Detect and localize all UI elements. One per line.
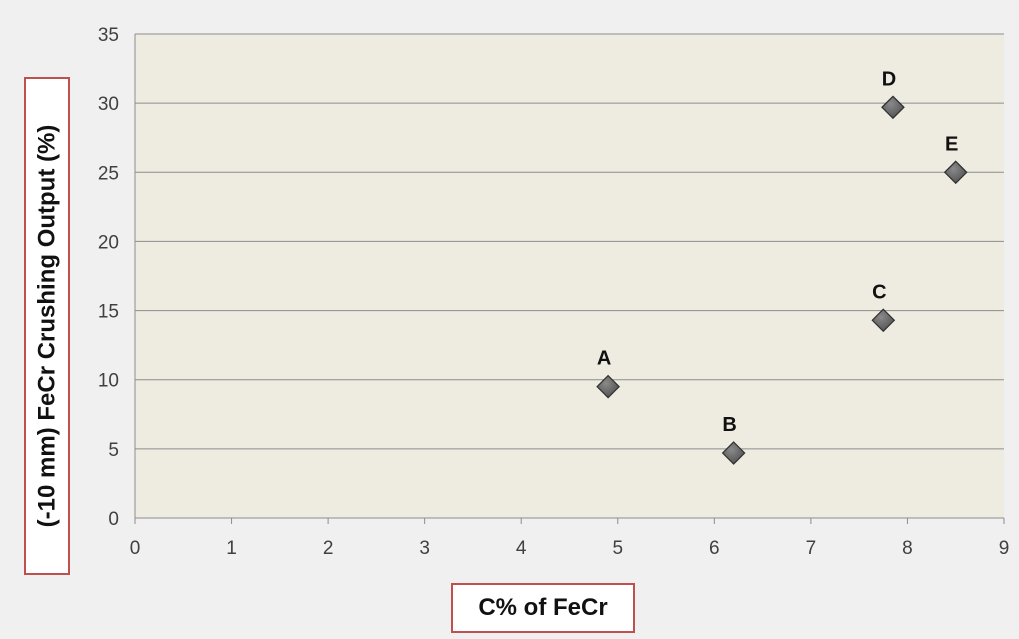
x-tick-label: 4 bbox=[516, 538, 527, 559]
axes bbox=[134, 34, 1005, 524]
point-label-c: C bbox=[872, 281, 886, 303]
data-points bbox=[596, 95, 968, 465]
x-tick-label: 7 bbox=[806, 538, 817, 559]
x-tick-label: 0 bbox=[130, 538, 141, 559]
x-tick-label: 1 bbox=[226, 538, 237, 559]
x-tick-label: 5 bbox=[612, 538, 623, 559]
y-tick-label: 15 bbox=[98, 302, 119, 323]
y-tick-labels: 0 5 10 15 20 25 30 35 bbox=[98, 25, 119, 530]
y-tick-label: 10 bbox=[98, 371, 119, 392]
plot-area bbox=[135, 34, 1004, 518]
x-axis-title: C% of FeCr bbox=[478, 594, 608, 621]
x-tick-label: 9 bbox=[999, 538, 1010, 559]
x-tick-label: 6 bbox=[709, 538, 720, 559]
data-point-a bbox=[596, 374, 620, 399]
data-point-e bbox=[943, 160, 968, 185]
point-label-d: D bbox=[882, 68, 896, 90]
x-axis-title-box: C% of FeCr bbox=[451, 583, 635, 633]
point-label-a: A bbox=[597, 348, 611, 370]
y-tick-label: 35 bbox=[98, 25, 119, 46]
point-labels: A B C D E bbox=[597, 68, 958, 436]
point-label-e: E bbox=[945, 133, 958, 155]
x-tick-label: 3 bbox=[419, 538, 430, 559]
data-point-d bbox=[881, 95, 905, 120]
y-axis-title-box: (-10 mm) FeCr Crushing Output (%) bbox=[24, 77, 70, 575]
y-tick-label: 0 bbox=[108, 509, 119, 530]
y-tick-label: 30 bbox=[98, 94, 119, 115]
y-tick-label: 25 bbox=[98, 163, 119, 184]
y-axis-title: (-10 mm) FeCr Crushing Output (%) bbox=[33, 124, 60, 528]
grid-lines bbox=[135, 33, 1004, 450]
data-point-c bbox=[871, 308, 896, 333]
x-tick-labels: 0 1 2 3 4 5 6 7 8 9 bbox=[130, 538, 1010, 559]
x-tick-label: 2 bbox=[323, 538, 334, 559]
y-tick-label: 5 bbox=[108, 440, 119, 461]
data-point-b bbox=[721, 441, 746, 465]
y-tick-label: 20 bbox=[98, 232, 119, 253]
x-tick-label: 8 bbox=[902, 538, 913, 559]
point-label-b: B bbox=[722, 414, 736, 436]
